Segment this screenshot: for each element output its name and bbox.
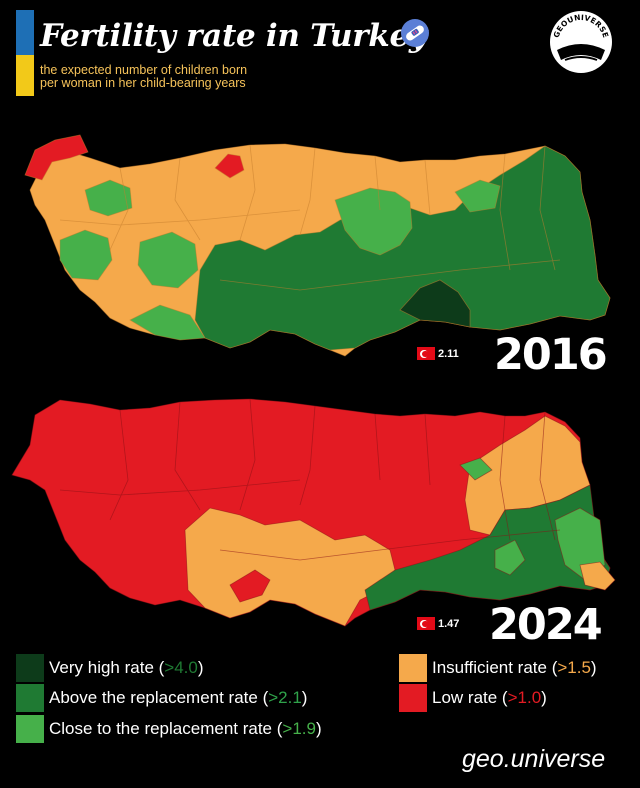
legend-close: ) <box>315 719 322 738</box>
province-lines-2024 <box>59 398 561 561</box>
region-south-close-2016 <box>129 304 206 341</box>
region-northeast-close-2016 <box>454 179 501 213</box>
region-central-close-2016 <box>137 231 199 289</box>
legend-above-replacement: Above the replacement rate (>2.1) <box>16 684 307 712</box>
legend-swatch-low <box>399 684 427 712</box>
national-rate-value-2016: 2.11 <box>438 347 459 360</box>
legend-insufficient: Insufficient rate (>1.5) <box>399 654 597 682</box>
legend-label: Insufficient rate ( <box>432 658 558 677</box>
legend-swatch-close <box>16 715 44 743</box>
national-rate-2016: 2.11 <box>417 347 459 360</box>
region-northeast-close-2024 <box>459 457 493 481</box>
legend-close: ) <box>301 688 308 707</box>
map-2016 <box>24 134 611 357</box>
legend-very-high: Very high rate (>4.0) <box>16 654 204 682</box>
region-thrace-low-2016 <box>24 134 89 181</box>
region-south-close-2024 <box>494 539 526 576</box>
legend-value: >1.0 <box>507 688 542 707</box>
turkey-flag-icon <box>417 617 435 630</box>
map-2024 <box>11 398 616 627</box>
subtitle-line-1: the expected number of children born <box>40 63 248 77</box>
legend-close: ) <box>197 658 204 677</box>
province-lines-2016 <box>59 144 561 291</box>
subtitle: the expected number of children born per… <box>40 64 247 90</box>
flag-color-bar <box>16 10 34 96</box>
flag-bar-yellow <box>16 55 34 96</box>
legend-swatch-very-high <box>16 654 44 682</box>
national-rate-value-2024: 1.47 <box>438 617 460 630</box>
year-label-2016: 2016 <box>494 330 608 380</box>
region-north-close-2016 <box>84 179 133 217</box>
legend-label: Above the replacement rate ( <box>49 688 269 707</box>
pregnancy-test-icon <box>401 19 429 47</box>
region-west-close-2016 <box>59 229 113 281</box>
geouniverse-logo: GEOUNIVERSE <box>550 11 612 73</box>
legend-swatch-above <box>16 684 44 712</box>
turkey-flag-icon <box>417 347 435 360</box>
region-east-above-2016 <box>194 145 611 351</box>
region-south-low-2024 <box>229 569 271 603</box>
legend-close: ) <box>541 688 547 707</box>
brand-credit: geo.universe <box>462 745 606 773</box>
region-southeast-veryhigh-2016 <box>399 279 471 328</box>
subtitle-line-2: per woman in her child-bearing years <box>40 76 246 90</box>
flag-bar-blue <box>16 10 34 55</box>
page-title: Fertility rate in Turkey <box>40 18 427 54</box>
national-rate-2024: 1.47 <box>417 617 459 630</box>
region-border-insufficient-2024 <box>579 561 616 591</box>
legend-close-replacement: Close to the replacement rate (>1.9) <box>16 715 322 743</box>
legend-value: >1.9 <box>282 719 316 738</box>
legend-swatch-insufficient <box>399 654 427 682</box>
region-east-close-2016 <box>334 187 413 256</box>
legend-value: >2.1 <box>268 688 302 707</box>
legend-label: Low rate ( <box>432 688 508 707</box>
year-label-2024: 2024 <box>489 600 603 650</box>
region-north-low-2016 <box>214 153 245 179</box>
legend-low: Low rate (>1.0) <box>399 684 547 712</box>
legend-value: >1.5 <box>557 658 591 677</box>
legend-label: Very high rate ( <box>49 658 165 677</box>
globe-icon <box>557 44 605 60</box>
legend-value: >4.0 <box>164 658 198 677</box>
legend-close: ) <box>590 658 597 677</box>
legend-label: Close to the replacement rate ( <box>49 719 283 738</box>
